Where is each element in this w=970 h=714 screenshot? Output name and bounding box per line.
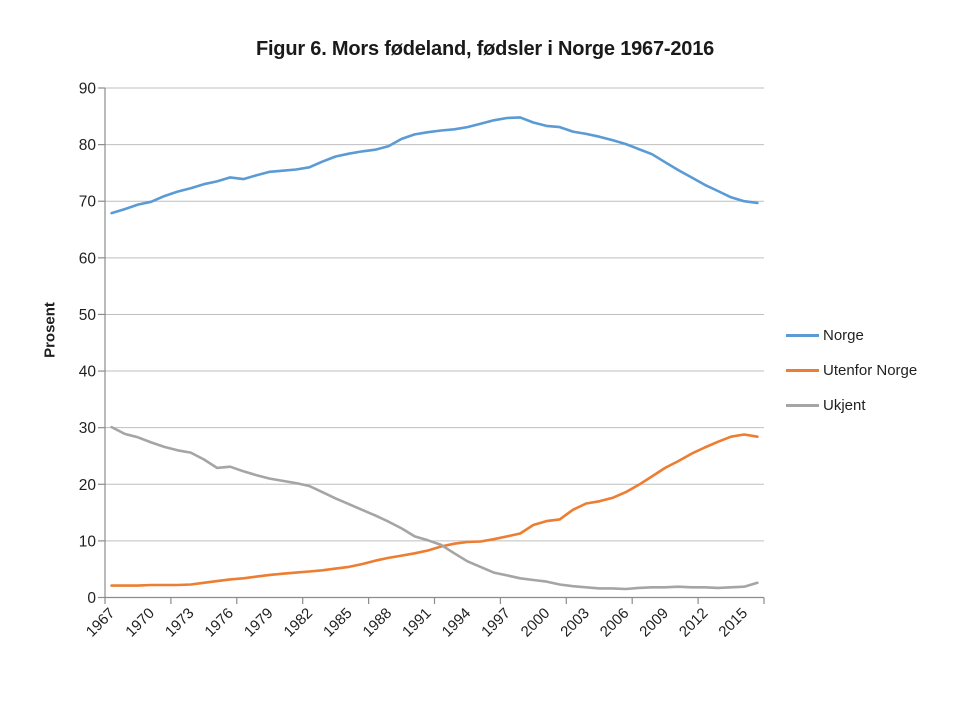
legend-swatch-ukjent <box>786 404 819 407</box>
legend-label-ukjent: Ukjent <box>823 397 866 414</box>
legend-item-norge: Norge <box>786 318 917 353</box>
x-tick-label: 1988 <box>360 605 396 641</box>
series-line-utenfor-norge <box>110 433 759 587</box>
x-tick-label: 1982 <box>280 605 316 641</box>
y-tick-label: 40 <box>79 364 97 381</box>
x-tick-label: 1973 <box>162 605 198 641</box>
x-tick-label: 2000 <box>518 605 554 641</box>
legend-label-norge: Norge <box>823 327 864 344</box>
y-tick-label: 10 <box>79 533 97 550</box>
y-tick-label: 60 <box>79 250 97 267</box>
y-tick-label: 20 <box>79 477 97 494</box>
x-tick-label: 2006 <box>597 605 633 641</box>
legend-swatch-utenfor-norge <box>786 369 819 372</box>
x-tick-label: 2003 <box>557 605 593 641</box>
legend: Norge Utenfor Norge Ukjent <box>786 318 917 423</box>
y-tick-label: 80 <box>79 137 97 154</box>
series-line-norge <box>110 116 759 215</box>
y-tick-label: 0 <box>87 590 96 607</box>
x-tick-label: 2009 <box>636 605 672 641</box>
x-tick-label: 1967 <box>83 605 119 641</box>
x-tick-label: 1997 <box>478 605 514 641</box>
legend-label-utenfor-norge: Utenfor Norge <box>823 362 918 379</box>
series-line-ukjent <box>110 425 759 591</box>
y-tick-label: 30 <box>79 420 97 437</box>
x-tick-label: 1991 <box>399 605 435 641</box>
chart-title: Figur 6. Mors fødeland, fødsler i Norge … <box>255 38 715 60</box>
x-tick-label: 2015 <box>715 605 751 641</box>
legend-item-ukjent: Ukjent <box>786 388 917 423</box>
y-tick-label: 50 <box>79 307 97 324</box>
x-tick-label: 1979 <box>241 605 277 641</box>
y-tick-label: 70 <box>79 194 97 211</box>
x-tick-label: 1970 <box>122 605 158 641</box>
x-tick-label: 1985 <box>320 605 356 641</box>
x-tick-label: 1994 <box>439 605 475 641</box>
x-tick-label: 2012 <box>676 605 712 641</box>
legend-swatch-norge <box>786 334 819 337</box>
legend-item-utenfor-norge: Utenfor Norge <box>786 353 917 388</box>
x-tick-label: 1976 <box>201 605 237 641</box>
y-tick-label: 90 <box>79 81 97 98</box>
